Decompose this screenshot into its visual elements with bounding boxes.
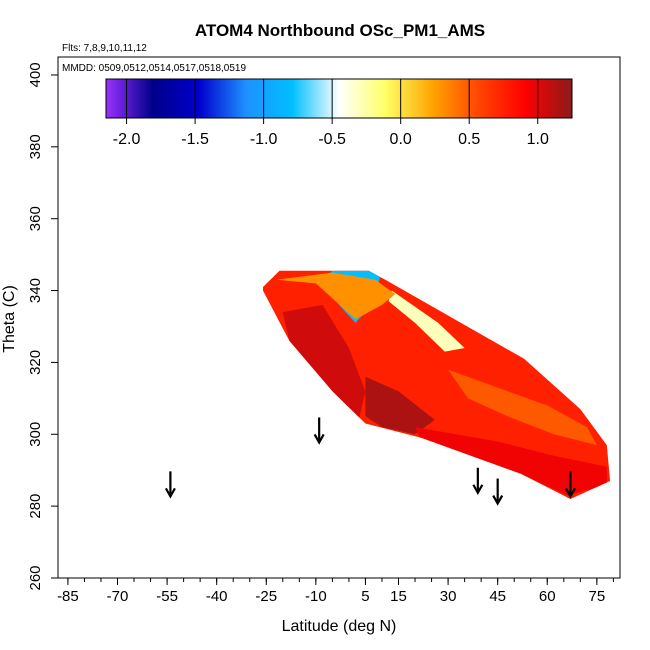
colorbar: -2.0 -1.5 -1.0 -0.5 0.0 0.5 1.0 — [105, 78, 573, 148]
field-region — [282, 304, 366, 420]
arrow-head — [164, 487, 176, 499]
colorbar-gradient — [105, 78, 573, 119]
y-tick-label: 380 — [27, 134, 44, 159]
down-arrow-icon — [492, 478, 504, 506]
y-tick-label: 280 — [27, 494, 44, 519]
colorbar-tick-label: -1.0 — [250, 131, 278, 148]
colorbar-tick-label: -2.0 — [113, 131, 141, 148]
x-tick-label: -55 — [156, 588, 178, 605]
chart-title: ATOM4 Northbound OSc_PM1_AMS — [195, 21, 485, 40]
axes: -85 -70 -55 -40 -25 -10 5 15 30 45 60 75 260 280 300 32… — [27, 56, 621, 605]
y-tick-label: 320 — [27, 350, 44, 375]
field-region — [388, 290, 465, 352]
field-region — [276, 272, 396, 320]
field-region — [415, 427, 607, 496]
arrow-markers — [164, 417, 576, 506]
x-tick-label: -85 — [57, 588, 79, 605]
field-region — [448, 369, 597, 446]
down-arrow-icon — [472, 467, 484, 496]
arrow-head — [313, 433, 325, 445]
x-tick-label: 30 — [440, 588, 457, 605]
x-tick-label: 60 — [539, 588, 556, 605]
plot-frame — [57, 56, 621, 579]
colorbar-tick-label: 0.5 — [458, 131, 480, 148]
x-tick-label: -70 — [107, 588, 129, 605]
colorbar-tick-label: -0.5 — [318, 131, 346, 148]
field-region — [365, 376, 435, 435]
y-axis-label: Theta (C) — [1, 285, 18, 353]
y-tick-label: 360 — [27, 206, 44, 231]
y-tick-label: 340 — [27, 278, 44, 303]
colorbar-tick-label: 0.0 — [390, 131, 412, 148]
dates-note: MMDD: 0509,0512,0514,0517,0518,0519 — [62, 63, 246, 74]
colorbar-tick-label: -1.5 — [181, 131, 209, 148]
heatmap-field — [263, 270, 611, 499]
arrow-head — [492, 495, 504, 506]
colorbar-tick-label: 1.0 — [527, 131, 549, 148]
x-tick-label: 45 — [489, 588, 506, 605]
x-axis-label: Latitude (deg N) — [282, 618, 397, 635]
x-tick-label: -25 — [255, 588, 277, 605]
y-tick-label: 400 — [27, 62, 44, 87]
down-arrow-icon — [313, 417, 325, 445]
field-base — [263, 270, 611, 499]
x-tick-label: 15 — [390, 588, 407, 605]
x-tick-label: -40 — [206, 588, 228, 605]
arrow-head — [564, 487, 576, 499]
down-arrow-icon — [164, 471, 176, 499]
x-tick-label: 5 — [361, 588, 369, 605]
x-tick-label: -10 — [305, 588, 327, 605]
flights-note: Flts: 7,8,9,10,11,12 — [62, 43, 147, 54]
down-arrow-icon — [564, 471, 576, 499]
arrow-head — [472, 484, 484, 496]
y-tick-label: 260 — [27, 565, 44, 590]
x-tick-label: 75 — [589, 588, 606, 605]
y-tick-label: 300 — [27, 422, 44, 447]
